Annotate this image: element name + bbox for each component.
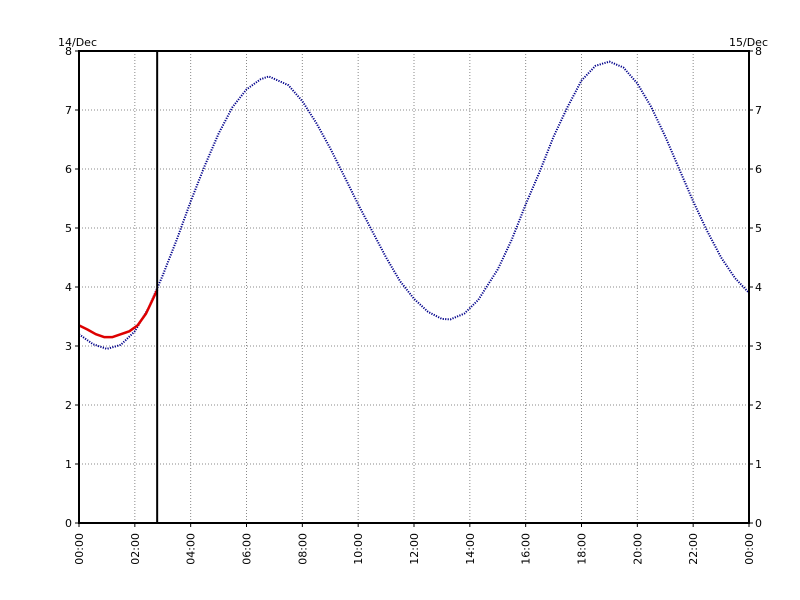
series-line-2 xyxy=(78,289,159,339)
y-tick-label: 3 xyxy=(65,340,72,353)
x-tick-label: 20:00 xyxy=(631,533,644,565)
y-tick-label: 7 xyxy=(755,104,762,117)
y-tick-label: 6 xyxy=(755,163,762,176)
x-tick-label: 14:00 xyxy=(464,533,477,565)
y-tick-label: 3 xyxy=(755,340,762,353)
y-tick-label: 4 xyxy=(65,281,72,294)
x-tick-label: 00:00 xyxy=(743,533,756,565)
y-tick-label: 5 xyxy=(755,222,762,235)
series-line-1 xyxy=(78,60,750,350)
x-axis: 00:00 02:00 04:00 06:00 08:00 10:00 12:00 14:00… xyxy=(73,523,756,565)
x-tick-label: 12:00 xyxy=(408,533,421,565)
x-tick-label: 22:00 xyxy=(687,533,700,565)
y-axis-right: 0 1 2 3 4 5 6 7 8 xyxy=(749,45,762,530)
y-tick-label: 2 xyxy=(65,399,72,412)
x-tick-label: 04:00 xyxy=(185,533,198,565)
y-tick-label: 4 xyxy=(755,281,762,294)
x-tick-label: 06:00 xyxy=(241,533,254,565)
y-tick-label: 6 xyxy=(65,163,72,176)
x-tick-label: 10:00 xyxy=(352,533,365,565)
y-axis-left: 0 1 2 3 4 5 6 7 8 xyxy=(65,45,79,530)
x-tick-label: 16:00 xyxy=(520,533,533,565)
y-tick-label: 2 xyxy=(755,399,762,412)
series-layer xyxy=(78,60,750,350)
y-tick-label: 5 xyxy=(65,222,72,235)
x-tick-label: 02:00 xyxy=(129,533,142,565)
x-tick-label: 08:00 xyxy=(296,533,309,565)
x-tick-label: 18:00 xyxy=(576,533,589,565)
y-tick-label: 0 xyxy=(65,517,72,530)
date-label-left: 14/Dec xyxy=(58,36,97,49)
x-tick-label: 00:00 xyxy=(73,533,86,565)
y-tick-label: 1 xyxy=(755,458,762,471)
y-tick-label: 8 xyxy=(65,45,72,58)
y-tick-label: 1 xyxy=(65,458,72,471)
y-tick-label: 8 xyxy=(755,45,762,58)
y-tick-label: 0 xyxy=(755,517,762,530)
date-label-right: 15/Dec xyxy=(729,36,768,49)
gridlines xyxy=(79,51,749,523)
y-tick-label: 7 xyxy=(65,104,72,117)
